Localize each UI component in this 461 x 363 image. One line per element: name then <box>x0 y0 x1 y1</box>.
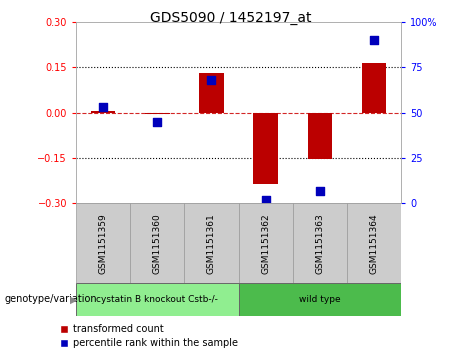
Bar <box>239 283 401 316</box>
Point <box>370 37 378 43</box>
Point <box>100 104 107 110</box>
Bar <box>293 203 347 283</box>
Text: genotype/variation: genotype/variation <box>5 294 97 305</box>
Text: GSM1151360: GSM1151360 <box>153 213 162 274</box>
Bar <box>347 203 401 283</box>
Text: GSM1151359: GSM1151359 <box>99 213 108 274</box>
Bar <box>254 113 278 184</box>
Bar <box>130 203 184 283</box>
Bar <box>76 283 238 316</box>
Bar <box>307 113 332 159</box>
Text: cystatin B knockout Cstb-/-: cystatin B knockout Cstb-/- <box>96 295 218 304</box>
Point <box>316 188 324 193</box>
Point <box>262 197 269 203</box>
Point <box>208 77 215 83</box>
Bar <box>76 203 130 283</box>
Text: GDS5090 / 1452197_at: GDS5090 / 1452197_at <box>150 11 311 25</box>
Text: wild type: wild type <box>299 295 341 304</box>
Point <box>154 119 161 125</box>
Bar <box>91 111 115 113</box>
Text: GSM1151361: GSM1151361 <box>207 213 216 274</box>
Text: GSM1151364: GSM1151364 <box>369 213 378 274</box>
Bar <box>184 203 238 283</box>
Bar <box>145 113 170 114</box>
Text: ▶: ▶ <box>70 294 77 305</box>
Text: GSM1151363: GSM1151363 <box>315 213 325 274</box>
Bar <box>239 203 293 283</box>
Bar <box>199 73 224 113</box>
Bar <box>362 63 386 113</box>
Legend: transformed count, percentile rank within the sample: transformed count, percentile rank withi… <box>60 324 238 348</box>
Text: GSM1151362: GSM1151362 <box>261 213 270 274</box>
